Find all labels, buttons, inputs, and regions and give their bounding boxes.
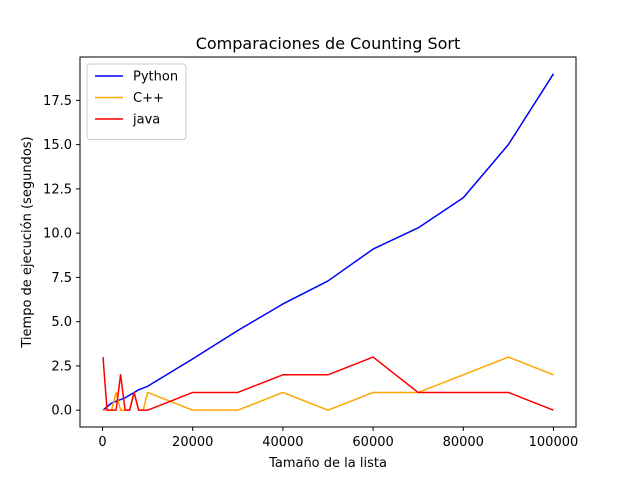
- y-axis: 0.0 2.5 5.0 7.5 10.0 12.5 15.0 17.5: [43, 94, 80, 419]
- x-tick-label: 100000: [529, 435, 579, 450]
- x-tick-label: 40000: [262, 435, 303, 450]
- x-tick-label: 0: [98, 435, 106, 450]
- x-tick-label: 60000: [352, 435, 393, 450]
- plot-frame: [79, 56, 577, 428]
- x-tick-label: 80000: [443, 435, 484, 450]
- y-tick-label: 7.5: [51, 271, 72, 286]
- legend-box: [86, 63, 187, 140]
- chart-title: Comparaciones de Counting Sort: [196, 34, 461, 53]
- x-tick-label: 20000: [172, 435, 213, 450]
- series-line-java: [102, 356, 554, 411]
- x-axis-title: Tamaño de la lista: [268, 456, 387, 471]
- series-layer: [102, 73, 555, 411]
- series-line-c: [103, 356, 554, 411]
- y-tick-label: 5.0: [51, 315, 72, 330]
- y-tick-label: 0.0: [51, 404, 72, 419]
- legend-label: C++: [133, 91, 164, 106]
- legend: Python C++ java: [86, 63, 187, 140]
- y-tick-label: 15.0: [43, 138, 72, 153]
- legend-label: java: [132, 113, 160, 128]
- y-tick-label: 17.5: [43, 94, 72, 109]
- y-axis-title: Tiempo de ejecución (segundos): [20, 136, 35, 348]
- legend-label: Python: [133, 70, 178, 85]
- y-tick-label: 12.5: [43, 182, 72, 197]
- y-tick-label: 10.0: [43, 227, 72, 242]
- y-tick-label: 2.5: [51, 359, 72, 374]
- x-axis: 0 20000 40000 60000 80000 100000: [98, 427, 578, 450]
